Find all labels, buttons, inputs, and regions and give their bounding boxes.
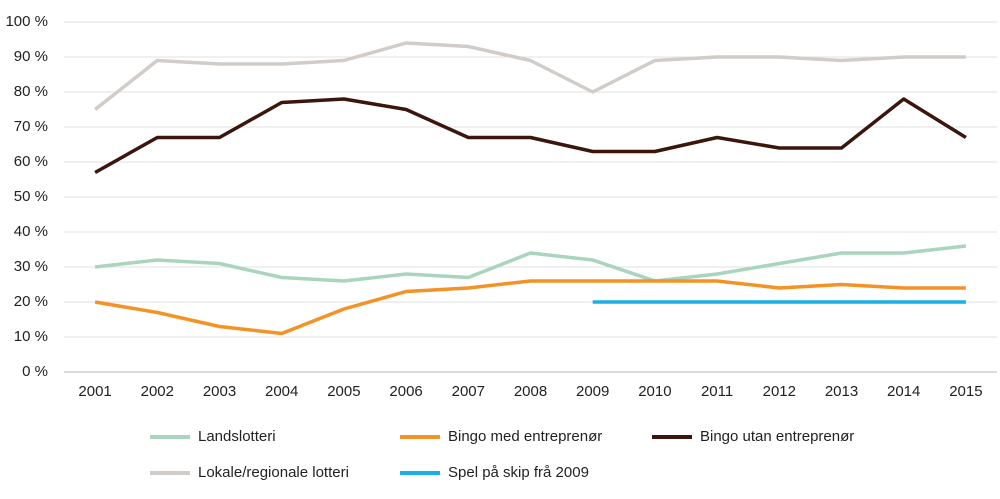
x-tick-label: 2006 <box>389 383 422 400</box>
y-tick-label: 80 % <box>14 83 48 100</box>
x-tick-label: 2008 <box>514 383 547 400</box>
x-tick-label: 2009 <box>576 383 609 400</box>
x-tick-label: 2015 <box>949 383 982 400</box>
y-tick-label: 60 % <box>14 153 48 170</box>
legend-label: Spel på skip frå 2009 <box>448 464 589 481</box>
y-tick-label: 100 % <box>5 13 48 30</box>
x-tick-label: 2012 <box>763 383 796 400</box>
y-tick-label: 30 % <box>14 258 48 275</box>
legend-label: Bingo utan entreprenør <box>700 428 854 445</box>
series-line <box>94 97 967 175</box>
x-tick-label: 2002 <box>141 383 174 400</box>
legend-label: Bingo med entreprenør <box>448 428 602 445</box>
y-tick-label: 70 % <box>14 118 48 135</box>
y-tick-label: 20 % <box>14 293 48 310</box>
y-tick-label: 90 % <box>14 48 48 65</box>
x-tick-label: 2005 <box>327 383 360 400</box>
x-tick-label: 2014 <box>887 383 920 400</box>
y-tick-label: 50 % <box>14 188 48 205</box>
y-tick-label: 0 % <box>22 363 48 380</box>
x-tick-label: 2011 <box>701 383 733 400</box>
y-tick-label: 40 % <box>14 223 48 240</box>
series-line <box>94 279 966 336</box>
legend-label: Lokale/regionale lotteri <box>198 464 349 481</box>
y-tick-label: 10 % <box>14 328 48 345</box>
series-line <box>94 244 967 283</box>
x-tick-label: 2003 <box>203 383 236 400</box>
x-tick-label: 2007 <box>452 383 485 400</box>
series-line <box>94 41 966 111</box>
legend-label: Landslotteri <box>198 428 276 445</box>
x-tick-label: 2010 <box>638 383 671 400</box>
x-tick-label: 2013 <box>825 383 858 400</box>
x-tick-label: 2001 <box>78 383 111 400</box>
x-tick-label: 2004 <box>265 383 298 400</box>
